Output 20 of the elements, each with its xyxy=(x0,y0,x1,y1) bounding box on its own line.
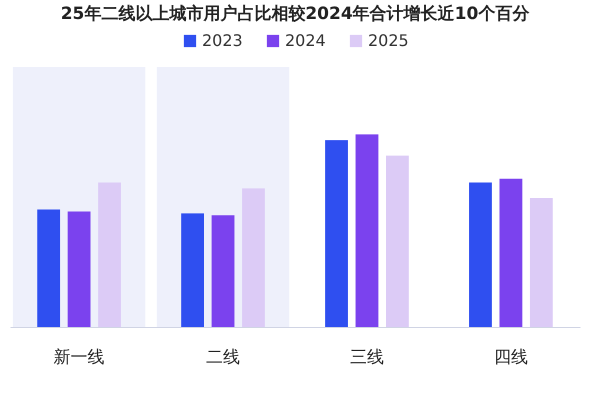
chart-title: 25年二线以上城市用户占比相较2024年合计增长近10个百分 xyxy=(60,4,530,24)
bar xyxy=(530,198,553,327)
legend-label: 2024 xyxy=(285,31,326,50)
x-tick-label: 二线 xyxy=(206,348,240,368)
bar xyxy=(499,178,522,327)
bar xyxy=(242,188,265,327)
legend-label: 2025 xyxy=(368,31,409,50)
legend-label: 2023 xyxy=(202,31,243,50)
bar xyxy=(212,215,234,327)
x-tick-label: 四线 xyxy=(494,348,528,368)
bar xyxy=(68,211,91,327)
x-tick-label: 新一线 xyxy=(54,348,105,368)
bar xyxy=(37,210,60,327)
bar xyxy=(325,140,348,327)
bar xyxy=(98,182,121,327)
bar xyxy=(386,156,409,327)
bar xyxy=(469,182,492,327)
x-tick-label: 三线 xyxy=(350,348,384,368)
bar xyxy=(181,213,204,327)
bar xyxy=(356,134,378,327)
